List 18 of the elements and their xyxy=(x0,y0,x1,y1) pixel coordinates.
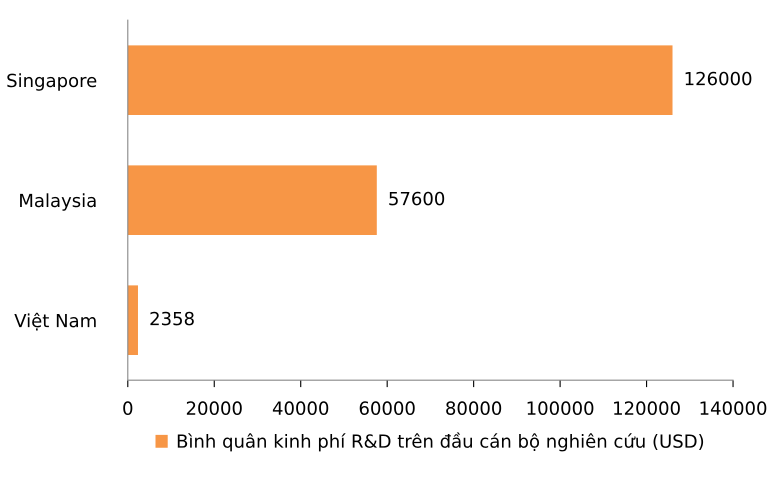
y-tick-label: Malaysia xyxy=(20,193,96,211)
data-label: 57600 xyxy=(389,192,444,206)
legend-label: Bình quân kinh phí R&D trên đầu cán bộ nghiên cứu (USD) xyxy=(178,432,704,452)
bar xyxy=(128,285,138,355)
x-tick-label: 0 xyxy=(123,401,132,415)
bar xyxy=(128,165,377,235)
x-tick-label: 40000 xyxy=(272,401,328,415)
x-tick-label: 60000 xyxy=(360,401,415,415)
bar xyxy=(128,45,673,115)
data-label: 2358 xyxy=(150,312,194,326)
x-tick-label: 100000 xyxy=(528,401,594,415)
data-label: 126000 xyxy=(686,72,752,86)
x-tick-label: 120000 xyxy=(614,401,680,415)
x-tick-label: 20000 xyxy=(186,401,242,415)
y-tick-label: Việt Nam xyxy=(14,312,96,330)
y-tick-label: Singapore xyxy=(7,73,96,91)
x-tick-label: 140000 xyxy=(700,401,766,415)
x-tick-label: 80000 xyxy=(446,401,502,415)
